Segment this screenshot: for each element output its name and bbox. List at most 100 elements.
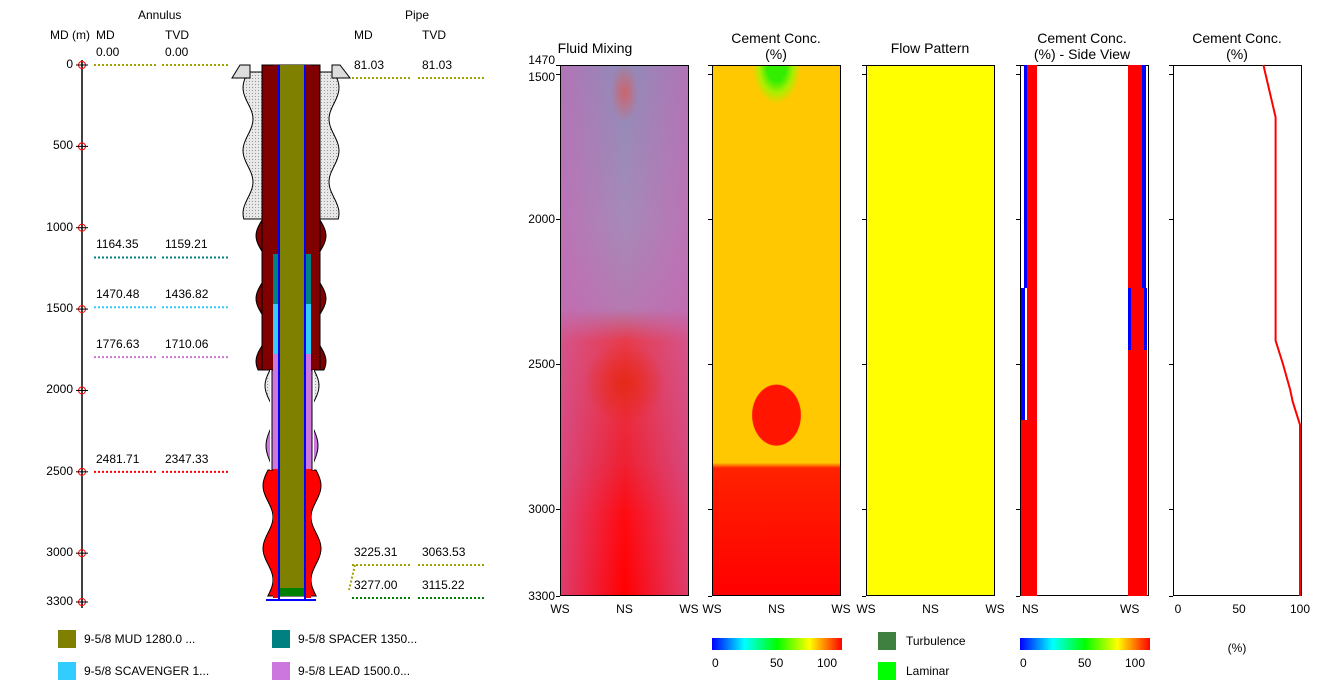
x-tick-label: NS xyxy=(922,602,939,616)
colorbar-tick: 0 xyxy=(1020,656,1027,670)
annulus-header: Annulus xyxy=(138,8,182,22)
md-axis-label: MD (m) xyxy=(50,28,90,42)
legend-swatch xyxy=(58,662,76,680)
y-tick xyxy=(708,73,712,75)
depth-tick-label: 3000 xyxy=(46,545,73,560)
y-tick xyxy=(708,65,712,66)
depth-tick-label: 2500 xyxy=(46,463,73,478)
depth-tick-label: 1000 xyxy=(46,219,73,234)
legend-swatch xyxy=(272,662,290,680)
y-tick xyxy=(1169,218,1173,220)
x-tick-label: WS xyxy=(1120,602,1140,616)
chart-title: Cement Conc. (%) - Side View xyxy=(1033,30,1131,62)
annulus-marker-tvd: 0.00 xyxy=(165,45,189,59)
y-tick xyxy=(708,363,712,365)
flow-legend-label: Turbulence xyxy=(906,634,966,648)
y-tick xyxy=(862,596,866,597)
annulus-marker-md: 0.00 xyxy=(96,45,120,59)
legend-label: 9-5/8 LEAD 1500.0... xyxy=(298,664,411,678)
chart-panel-5[interactable] xyxy=(1173,65,1302,596)
flow-legend-swatch xyxy=(878,662,896,680)
y-tick xyxy=(862,363,866,365)
y-tick xyxy=(556,65,560,66)
y-tick xyxy=(1169,363,1173,365)
pipe-marker-md: 3277.00 xyxy=(354,578,398,592)
y-tick xyxy=(1169,596,1173,597)
chart-panel-3[interactable] xyxy=(866,65,995,596)
annulus-marker-md: 1470.48 xyxy=(96,287,140,302)
chart-panel-1[interactable] xyxy=(560,65,689,596)
inner-annulus-fluid xyxy=(273,304,279,354)
colorbar-tick: 100 xyxy=(1125,656,1146,670)
y-tick xyxy=(1016,65,1020,66)
pipe-header: Pipe xyxy=(405,8,430,22)
side-view-ns-strip xyxy=(1027,65,1037,596)
inner-annulus-fluid xyxy=(273,469,279,598)
y-tick xyxy=(556,73,560,75)
depth-tick-label: 3300 xyxy=(46,594,73,608)
y-tick xyxy=(1016,363,1020,365)
depth-tick-label: 500 xyxy=(52,138,73,153)
pipe-marker-tvd: 81.03 xyxy=(422,58,453,72)
y-tick xyxy=(1169,73,1173,75)
chart-panel-2[interactable] xyxy=(712,65,841,596)
colorbar xyxy=(712,638,842,650)
wellbore-diagram xyxy=(76,60,486,608)
x-tick-label: WS xyxy=(550,602,570,616)
side-view-ns-edge xyxy=(1021,288,1025,420)
annulus-marker-tvd: 2347.33 xyxy=(165,451,209,466)
pipe-marker-tvd: 3115.22 xyxy=(422,578,465,592)
y-tick xyxy=(862,218,866,220)
y-tick-label: 1470 xyxy=(528,53,555,67)
colorbar-tick: 50 xyxy=(1078,656,1092,670)
depth-tick-label: 1500 xyxy=(46,301,73,316)
chart-title: Fluid Mixing xyxy=(557,40,633,56)
colorbar xyxy=(1020,638,1150,650)
annulus-marker-tvd: 1710.06 xyxy=(165,337,209,352)
depth-tick-label: 2000 xyxy=(46,382,73,397)
colorbar-tick: 50 xyxy=(770,656,784,670)
legend-label: 9-5/8 SCAVENGER 1... xyxy=(84,664,210,678)
y-tick xyxy=(708,218,712,220)
x-axis-label: (%) xyxy=(1227,641,1247,655)
chart-title: Flow Pattern xyxy=(890,40,970,56)
side-view-ws-edge xyxy=(1142,65,1146,288)
y-tick xyxy=(1016,73,1020,75)
x-tick-label: NS xyxy=(616,602,633,616)
x-tick-label: WS xyxy=(856,602,876,616)
pipe-marker-md: 81.03 xyxy=(354,58,385,72)
x-tick-label: 100 xyxy=(1289,602,1311,616)
side-view-ws-edge xyxy=(1144,288,1147,350)
x-tick-label: 0 xyxy=(1174,602,1182,616)
depth-tick-label: 0 xyxy=(66,57,73,71)
annulus-marker-tvd: 1436.82 xyxy=(165,287,209,302)
legend-label: 9-5/8 MUD 1280.0 ... xyxy=(84,632,196,646)
y-tick-label: 2000 xyxy=(528,211,555,226)
annulus-tvd-header: TVD xyxy=(165,28,189,42)
y-tick xyxy=(556,508,560,510)
inner-annulus-fluid xyxy=(305,469,311,598)
side-view-ns-edge xyxy=(1024,65,1027,288)
y-tick xyxy=(1169,65,1173,66)
x-tick-label: WS xyxy=(702,602,722,616)
side-view-ws-edge xyxy=(1128,288,1131,350)
inner-annulus-fluid xyxy=(273,254,279,304)
side-view-ws-strip xyxy=(1144,350,1147,596)
inner-annulus-fluid xyxy=(305,304,311,354)
x-tick-label: WS xyxy=(679,602,699,616)
annulus-md-header: MD xyxy=(96,28,115,42)
chart-panel-4[interactable] xyxy=(1020,65,1149,596)
inner-annulus-fluid xyxy=(305,65,311,254)
y-tick xyxy=(862,65,866,66)
annulus-marker-tvd: 1159.21 xyxy=(165,237,208,252)
colorbar-tick: 100 xyxy=(817,656,838,670)
flow-legend-swatch xyxy=(878,632,896,650)
inner-annulus-fluid xyxy=(273,65,279,254)
y-tick xyxy=(556,218,560,220)
flow-legend-label: Laminar xyxy=(906,664,950,678)
y-tick-label: 1500 xyxy=(528,69,555,84)
y-tick xyxy=(862,508,866,510)
y-tick-label: 2500 xyxy=(528,356,555,371)
inner-annulus-fluid xyxy=(273,354,279,469)
